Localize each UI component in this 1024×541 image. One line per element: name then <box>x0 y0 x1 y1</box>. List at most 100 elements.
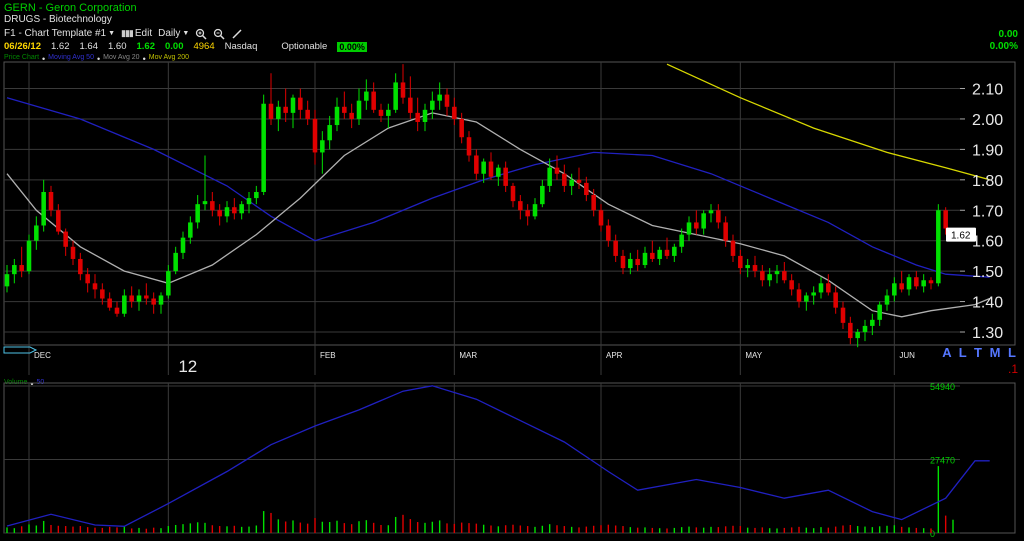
candle-body <box>78 258 83 275</box>
candle-body <box>276 106 281 119</box>
candle-body <box>767 274 772 281</box>
candle-body <box>738 255 743 269</box>
candle-body <box>430 100 435 110</box>
candle-body <box>158 295 164 305</box>
candle-body <box>518 201 523 211</box>
candle-body <box>12 265 17 275</box>
time-axis-label: FEB <box>320 351 336 360</box>
right-percent: 0.00% <box>989 41 1018 52</box>
candle-body <box>620 255 626 269</box>
zoom-out-icon <box>214 28 225 40</box>
candle-body <box>892 283 897 296</box>
candle-body <box>268 103 274 119</box>
candle-body <box>936 210 941 284</box>
time-axis-label: JUN <box>899 351 915 360</box>
zoom-out-button[interactable] <box>213 28 225 40</box>
candle-body <box>540 185 545 205</box>
candle-body <box>789 280 794 290</box>
candle-body <box>342 106 347 113</box>
candle-body <box>34 225 39 241</box>
quote-open: 1.62 <box>50 41 70 52</box>
period-label: Daily <box>158 28 181 39</box>
candle-body <box>906 277 912 290</box>
candle-body <box>290 97 296 113</box>
candle-body <box>188 222 193 238</box>
volume-tick-label: 27470 <box>930 456 955 466</box>
ma50-line <box>6 97 990 278</box>
candle-body <box>85 274 90 284</box>
legend-sep-icon: • <box>30 379 34 389</box>
candle-body <box>364 91 369 101</box>
candle-body <box>510 185 516 202</box>
nav-labels[interactable]: A L T M L <box>942 345 1018 360</box>
candle-body <box>855 332 860 339</box>
candle-body <box>503 167 508 186</box>
candle-body <box>327 125 332 141</box>
candle-body <box>334 106 340 126</box>
candle-body <box>679 234 684 247</box>
nav-red-value: .1 <box>1007 362 1018 376</box>
legend-sep-icon: • <box>96 54 101 64</box>
candle-body <box>782 271 787 281</box>
candle-body <box>921 280 926 287</box>
candle-body <box>452 106 457 119</box>
candle-body <box>386 109 391 116</box>
quote-exchange: Nasdaq <box>224 41 258 52</box>
timeframe-nav[interactable]: A L T M L <box>942 345 1018 360</box>
candle-body <box>415 112 420 122</box>
time-axis-label: DEC <box>34 351 51 360</box>
candle-body <box>899 283 904 290</box>
candle-body <box>745 265 750 269</box>
legend-price: Price Chart <box>4 54 40 61</box>
candle-body <box>848 322 853 339</box>
edit-button[interactable]: ▮▮▮ Edit <box>121 28 152 39</box>
candle-body <box>672 246 677 256</box>
legend-ma50: Moving Avg 50 <box>48 54 94 61</box>
candle-body <box>70 246 76 259</box>
candle-body <box>283 106 288 113</box>
chevron-down-icon: ▼ <box>108 30 116 37</box>
quote-change: 0.00 <box>164 41 184 52</box>
scroll-handle-icon <box>3 346 38 354</box>
optionable-label: Optionable <box>281 41 328 52</box>
candle-body <box>246 198 252 205</box>
candle-body <box>48 192 54 211</box>
symbol-title: GERN - Geron Corporation <box>4 2 137 14</box>
candle-body <box>19 265 24 272</box>
candle-body <box>63 231 68 247</box>
candle-body <box>393 82 398 110</box>
ma200-line <box>666 63 990 181</box>
candle-body <box>576 179 582 183</box>
time-axis-label: 12 <box>178 357 197 376</box>
candle-body <box>569 179 574 186</box>
legend-ma200: Mov Avg 200 <box>148 54 190 61</box>
ma20-line <box>6 112 990 318</box>
candle-body <box>349 112 354 119</box>
quote-volume: 4964 <box>193 41 215 52</box>
candle-body <box>635 258 640 266</box>
candle-body <box>547 167 552 186</box>
candle-body <box>239 204 244 214</box>
candle-body <box>760 271 765 281</box>
candle-body <box>664 249 670 256</box>
period-dropdown[interactable]: Daily ▼ <box>158 28 189 39</box>
draw-tool-button[interactable] <box>231 28 243 40</box>
price-tick-label: 1.90 <box>972 142 1003 159</box>
candle-body <box>877 304 882 320</box>
candle-body <box>378 109 384 116</box>
candle-body <box>584 182 589 196</box>
quote-high: 1.64 <box>79 41 98 52</box>
candle-body <box>598 210 604 226</box>
candle-body <box>914 277 919 287</box>
price-tick-label: 1.50 <box>972 264 1003 281</box>
candle-body <box>166 271 171 296</box>
template-dropdown[interactable]: F1 - Chart Template #1 ▼ <box>4 28 115 39</box>
candle-body <box>943 210 948 229</box>
price-tick-label: 1.30 <box>972 325 1003 342</box>
zoom-in-button[interactable] <box>195 28 207 40</box>
price-tick-label: 1.70 <box>972 203 1003 220</box>
candle-body <box>444 94 450 107</box>
candle-body <box>437 94 442 101</box>
